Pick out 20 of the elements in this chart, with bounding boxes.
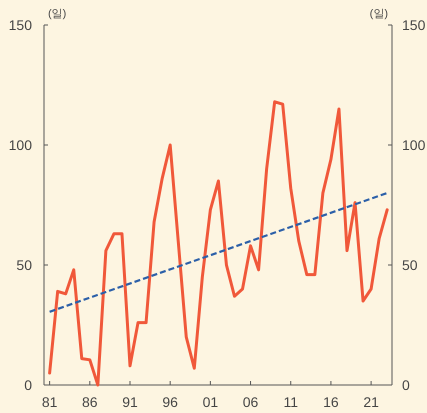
x-tick-label: 01 bbox=[202, 394, 218, 410]
y2-tick-label: 50 bbox=[402, 257, 418, 273]
y-tick-label: 0 bbox=[24, 377, 32, 393]
y-axis-title: (일) bbox=[48, 8, 66, 20]
x-tick-label: 16 bbox=[323, 394, 339, 410]
y-tick-label: 100 bbox=[8, 137, 32, 153]
line-series bbox=[48, 100, 389, 386]
y2-tick-label: 100 bbox=[402, 137, 426, 153]
x-tick-label: 21 bbox=[363, 394, 380, 410]
y-tick-label: 150 bbox=[8, 17, 32, 33]
y-tick-label: 50 bbox=[16, 257, 32, 273]
x-tick-label: 86 bbox=[82, 394, 98, 410]
x-tick-label: 06 bbox=[242, 394, 259, 410]
x-tick-label: 81 bbox=[42, 394, 58, 410]
x-tick-label: 11 bbox=[283, 394, 298, 410]
x-tick-label: 91 bbox=[122, 394, 138, 410]
y2-tick-label: 0 bbox=[402, 377, 410, 393]
y2-axis-title: (일) bbox=[370, 8, 388, 20]
y2-tick-label: 150 bbox=[402, 17, 426, 33]
x-tick-label: 96 bbox=[162, 394, 178, 410]
